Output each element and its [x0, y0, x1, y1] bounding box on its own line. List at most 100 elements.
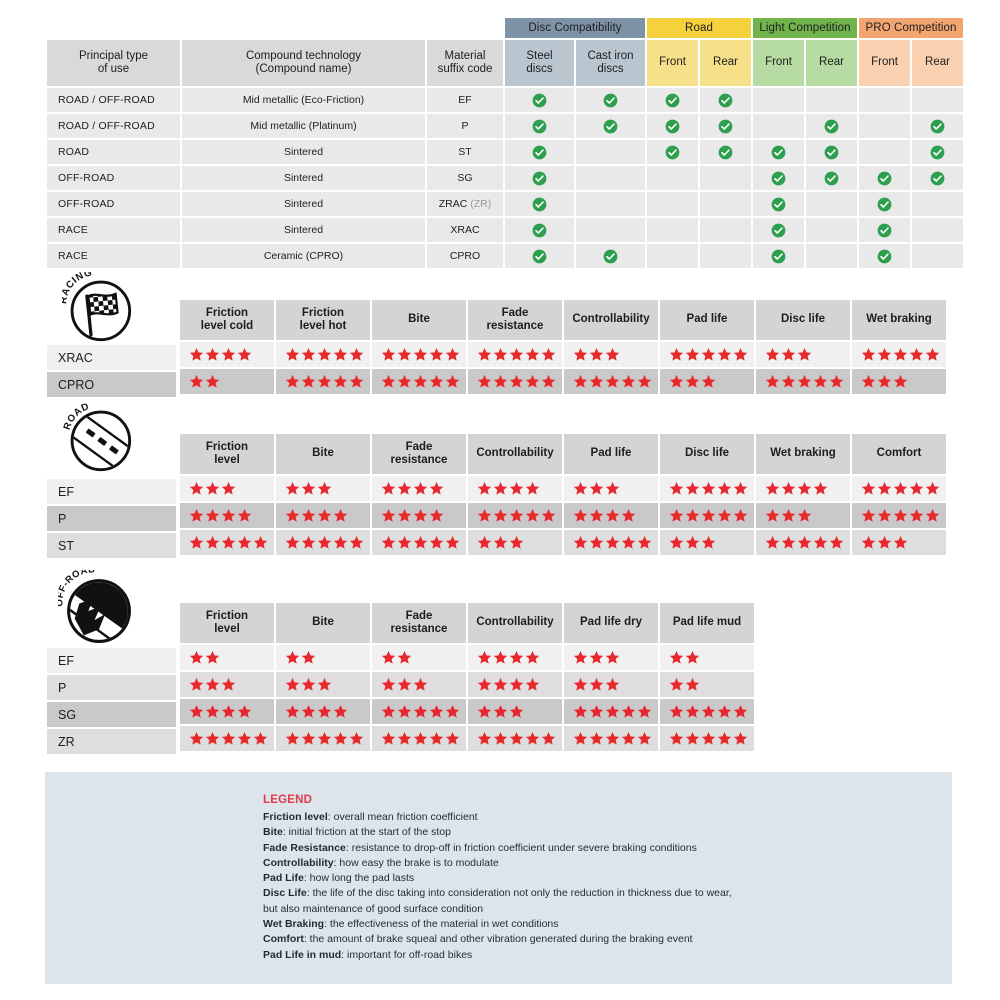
star-icon: [205, 347, 220, 361]
star-icon: [477, 347, 492, 361]
offroad-p-rating-1: [276, 672, 370, 697]
star-icon: [189, 704, 204, 718]
star-icon: [285, 374, 300, 388]
racing-header-col-3: Fade resistance: [468, 300, 562, 340]
offroad-p-rating-3: [468, 672, 562, 697]
star-icon: [317, 535, 332, 549]
header-steel-discs: Steel discs: [505, 40, 574, 86]
check-icon: [771, 171, 786, 185]
check-icon: [771, 145, 786, 159]
star-icon: [237, 704, 252, 718]
star-icon: [445, 347, 460, 361]
star-icon: [525, 508, 540, 522]
cell-compat-7: [912, 114, 964, 138]
check-icon: [877, 171, 892, 185]
star-icon: [525, 347, 540, 361]
star-icon: [301, 508, 316, 522]
legend-panel: LEGEND Friction level: overall mean fric…: [45, 772, 952, 984]
star-icon: [349, 731, 364, 745]
cell-compound-technology: Sintered: [182, 192, 425, 216]
star-icon: [397, 535, 412, 549]
check-icon: [718, 119, 733, 133]
table-row: [180, 369, 946, 394]
offroad-zr-rating-2: [372, 726, 466, 751]
racing-header-col-5: Pad life: [660, 300, 754, 340]
road-rating-table: Friction level Bite Fade resistance Controlla…: [178, 432, 948, 557]
table-row: ROAD Sintered ST: [47, 140, 964, 164]
cell-compat-3: [700, 114, 751, 138]
star-icon: [637, 704, 652, 718]
road-row-name-p: P: [47, 506, 176, 531]
road-p-rating-2: [372, 503, 466, 528]
star-icon: [237, 731, 252, 745]
star-icon: [685, 535, 700, 549]
road-row-name-st: ST: [47, 533, 176, 558]
star-icon: [429, 508, 444, 522]
cell-compat-7: [912, 88, 964, 112]
racing-cpro-rating-4: [564, 369, 658, 394]
star-icon: [205, 508, 220, 522]
offroad-zr-rating-0: [180, 726, 274, 751]
racing-xrac-rating-1: [276, 342, 370, 367]
star-icon: [621, 535, 636, 549]
star-icon: [221, 677, 236, 691]
cell-compat-2: [647, 218, 698, 242]
star-icon: [573, 508, 588, 522]
offroad-zr-rating-3: [468, 726, 562, 751]
star-icon: [893, 374, 908, 388]
star-icon: [205, 535, 220, 549]
star-icon: [221, 731, 236, 745]
row-label: XRAC: [47, 345, 176, 370]
star-icon: [301, 347, 316, 361]
offroad-row-name-ef: EF: [47, 648, 176, 673]
racing-cpro-rating-3: [468, 369, 562, 394]
header-material-suffix-code: Material suffix code: [427, 40, 503, 86]
star-icon: [573, 481, 588, 495]
star-icon: [621, 508, 636, 522]
offroad-ef-rating-3: [468, 645, 562, 670]
cell-compat-0: [505, 166, 574, 190]
star-icon: [413, 374, 428, 388]
star-icon: [605, 374, 620, 388]
check-icon: [532, 197, 547, 211]
star-icon: [413, 508, 428, 522]
racing-row-name-xrac: XRAC: [47, 345, 176, 370]
header-principal-use: Principal type of use: [47, 40, 180, 86]
star-icon: [701, 347, 716, 361]
legend-entry-5: Disc Life: the life of the disc taking i…: [263, 887, 732, 900]
star-icon: [685, 650, 700, 664]
check-icon: [532, 249, 547, 263]
star-icon: [797, 347, 812, 361]
star-icon: [301, 650, 316, 664]
road-p-rating-4: [564, 503, 658, 528]
star-icon: [221, 535, 236, 549]
star-icon: [701, 508, 716, 522]
star-icon: [333, 704, 348, 718]
road-p-rating-3: [468, 503, 562, 528]
star-icon: [493, 535, 508, 549]
offroad-p-rating-5: [660, 672, 754, 697]
table-row: RACE Sintered XRAC: [47, 218, 964, 242]
star-icon: [429, 731, 444, 745]
legend-entry-2: Fade Resistance: resistance to drop-off …: [263, 841, 697, 854]
racing-cpro-rating-5: [660, 369, 754, 394]
racing-xrac-rating-0: [180, 342, 274, 367]
star-icon: [509, 535, 524, 549]
racing-xrac-rating-4: [564, 342, 658, 367]
star-icon: [733, 731, 748, 745]
star-icon: [797, 508, 812, 522]
cell-compat-6: [859, 88, 911, 112]
star-icon: [765, 374, 780, 388]
star-icon: [717, 731, 732, 745]
check-icon: [532, 145, 547, 159]
header-light-rear: Rear: [806, 40, 858, 86]
star-icon: [573, 650, 588, 664]
cell-compound-technology: Sintered: [182, 140, 425, 164]
cell-suffix-code: XRAC: [427, 218, 503, 242]
star-icon: [605, 731, 620, 745]
cell-suffix-code: P: [427, 114, 503, 138]
racing-header-col-0: Friction level cold: [180, 300, 274, 340]
star-icon: [701, 374, 716, 388]
cell-compat-2: [647, 88, 698, 112]
